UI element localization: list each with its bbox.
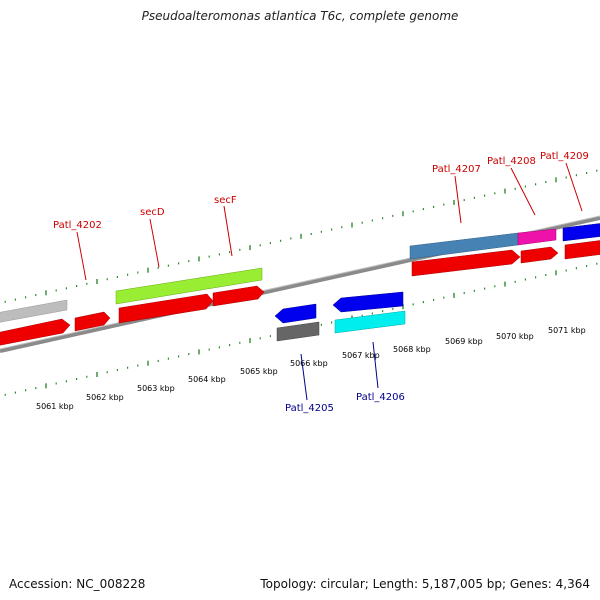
scale-label-5063: 5063 kbp [137, 384, 175, 393]
leader-patl-4205 [300, 353, 308, 401]
label-secd: secD [140, 207, 165, 218]
gene-gray-left[interactable] [0, 299, 68, 323]
gene-patl-4206[interactable] [332, 291, 404, 313]
leader-patl-4207 [454, 175, 462, 224]
scale-label-5067: 5067 kbp [342, 351, 380, 360]
cds-left[interactable] [0, 318, 71, 346]
leader-patl-4202 [76, 231, 87, 281]
scale-label-5070: 5070 kbp [496, 332, 534, 341]
scale-label-5062: 5062 kbp [86, 393, 124, 402]
label-patl-4206: Patl_4206 [356, 392, 405, 403]
label-patl-4209: Patl_4209 [540, 151, 589, 162]
gene-patl-4206-cyan[interactable] [334, 310, 406, 334]
gene-features [0, 223, 600, 346]
leader-secf [223, 205, 233, 257]
cds-patl-4202[interactable] [74, 311, 111, 332]
accession-text: Accession: NC_008228 [9, 577, 146, 591]
gene-patl-4209[interactable] [562, 223, 600, 242]
label-patl-4207: Patl_4207 [432, 164, 481, 175]
cds-secf[interactable] [212, 285, 265, 307]
cds-patl-4209[interactable] [564, 240, 600, 260]
leader-secd [149, 218, 160, 268]
scale-label-5064: 5064 kbp [188, 375, 226, 384]
cds-secd[interactable] [118, 293, 214, 324]
label-patl-4208: Patl_4208 [487, 156, 536, 167]
label-patl-4205: Patl_4205 [285, 403, 334, 414]
forward-labels: Patl_4202 secD secF Patl_4207 Patl_4208 … [53, 151, 589, 281]
summary-text: Topology: circular; Length: 5,187,005 bp… [260, 577, 590, 591]
outer-tick-scale [4, 169, 598, 303]
label-patl-4202: Patl_4202 [53, 220, 102, 231]
map-title: Pseudoalteromonas atlantica T6c, complet… [141, 9, 459, 23]
reverse-labels: Patl_4205 Patl_4206 [285, 341, 405, 414]
scale-label-5071: 5071 kbp [548, 326, 586, 335]
leader-patl-4208 [510, 167, 536, 216]
gene-patl-4208[interactable] [517, 228, 557, 246]
leader-patl-4206 [372, 341, 379, 389]
leader-patl-4209 [565, 162, 583, 212]
label-secf: secF [214, 195, 237, 206]
gene-secd[interactable] [115, 267, 263, 305]
scale-label-5061: 5061 kbp [36, 402, 74, 411]
scale-label-5068: 5068 kbp [393, 345, 431, 354]
gene-patl-4205-gray[interactable] [276, 321, 320, 342]
gene-patl-4205[interactable] [274, 303, 317, 324]
cds-patl-4208[interactable] [520, 246, 559, 264]
scale-label-5065: 5065 kbp [240, 367, 278, 376]
cds-patl-4207[interactable] [411, 249, 521, 277]
scale-label-5069: 5069 kbp [445, 337, 483, 346]
scale-labels: 5061 kbp 5062 kbp 5063 kbp 5064 kbp 5065… [36, 326, 586, 411]
scale-label-5066: 5066 kbp [290, 359, 328, 368]
